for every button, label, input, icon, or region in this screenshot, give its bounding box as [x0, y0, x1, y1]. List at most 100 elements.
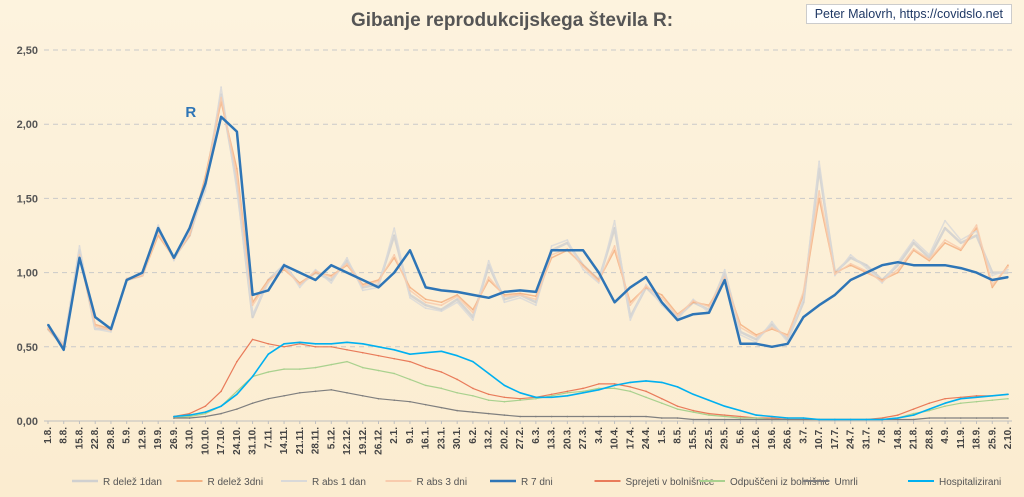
data-point-7: [472, 411, 474, 413]
data-point-6: [440, 387, 443, 390]
data-point-1: [236, 167, 238, 170]
data-point-7: [912, 418, 915, 421]
data-point-7: [487, 412, 490, 415]
x-tick-label: 23.1.: [436, 427, 447, 449]
data-point-4: [629, 286, 632, 289]
data-point-5: [771, 417, 773, 419]
data-point-8: [692, 393, 695, 396]
data-point-3: [330, 276, 333, 278]
series-line-5: [173, 338, 1009, 421]
data-point-6: [582, 390, 584, 393]
data-point-2: [424, 307, 427, 310]
chart-title: Gibanje reprodukcijskega števila R:: [350, 10, 674, 31]
data-point-7: [361, 394, 364, 397]
x-tick-label: 7.11.: [263, 427, 274, 449]
data-point-4: [818, 304, 820, 307]
data-point-6: [975, 400, 978, 403]
data-point-8: [849, 418, 852, 421]
data-point-2: [236, 190, 238, 192]
data-point-3: [314, 270, 317, 272]
data-point-6: [393, 372, 396, 375]
data-point-4: [346, 271, 348, 274]
x-tick-label: 16.1.: [421, 427, 432, 449]
data-point-4: [912, 264, 915, 266]
data-point-2: [1007, 268, 1009, 271]
data-point-7: [393, 399, 396, 402]
x-tick-label: 21.11.: [295, 427, 306, 454]
data-point-4: [188, 227, 191, 229]
data-point-4: [881, 264, 883, 266]
data-point-8: [472, 360, 474, 363]
x-tick-label: 27.3.: [578, 427, 589, 449]
data-point-1: [1007, 264, 1009, 266]
data-point-7: [299, 392, 301, 394]
data-point-3: [220, 96, 222, 99]
data-point-8: [267, 353, 270, 356]
data-point-8: [236, 393, 238, 396]
data-point-5: [519, 397, 521, 400]
data-point-5: [503, 396, 506, 399]
data-point-1: [991, 286, 994, 289]
x-tick-label: 31.7.: [861, 427, 872, 449]
r-annotation: R: [185, 104, 196, 121]
x-tick-label: 14.11.: [279, 427, 290, 454]
data-point-5: [299, 343, 301, 345]
data-point-2: [220, 86, 222, 88]
data-point-7: [1007, 417, 1009, 419]
data-point-6: [692, 411, 695, 413]
x-tick-label: 14.8.: [893, 427, 904, 449]
data-point-2: [849, 253, 852, 256]
data-point-8: [676, 386, 679, 388]
data-point-2: [503, 301, 506, 304]
data-point-8: [204, 411, 207, 413]
data-point-7: [629, 415, 632, 418]
data-point-2: [645, 283, 647, 286]
data-point-4: [550, 249, 553, 252]
data-point-8: [582, 392, 584, 394]
data-point-6: [723, 415, 726, 418]
data-point-2: [739, 334, 742, 336]
data-point-6: [708, 414, 710, 416]
data-point-4: [251, 294, 254, 296]
data-point-0: [456, 298, 458, 301]
data-point-3: [771, 326, 773, 329]
data-point-3: [944, 239, 946, 241]
x-tick-label: 17.7.: [830, 427, 841, 449]
data-point-3: [361, 285, 364, 287]
x-tick-label: 12.12.: [342, 427, 353, 455]
data-point-8: [629, 381, 632, 384]
data-point-7: [613, 415, 616, 418]
legend-label: R abs 1 dan: [312, 477, 366, 488]
data-point-4: [708, 311, 710, 314]
data-point-2: [456, 301, 458, 304]
data-point-5: [566, 390, 569, 393]
data-point-2: [566, 239, 569, 241]
data-point-7: [173, 417, 175, 419]
data-point-2: [346, 256, 348, 259]
data-point-3: [660, 297, 663, 299]
data-point-5: [267, 343, 270, 345]
x-tick-label: 5.6.: [735, 427, 746, 444]
data-point-8: [834, 418, 836, 421]
x-tick-label: 31.10.: [248, 427, 259, 455]
data-point-2: [598, 282, 600, 284]
data-point-4: [566, 249, 569, 252]
data-point-5: [959, 396, 962, 399]
data-point-6: [944, 405, 946, 407]
data-point-3: [676, 314, 679, 317]
data-point-6: [1007, 397, 1009, 400]
data-point-5: [409, 360, 411, 363]
x-tick-label: 9.1.: [405, 427, 416, 444]
data-point-8: [959, 397, 962, 400]
data-point-5: [739, 415, 742, 418]
data-point-3: [598, 280, 600, 283]
data-point-4: [236, 130, 238, 133]
legend-label: Odpuščeni iz bolnišnic: [730, 477, 830, 488]
data-point-5: [424, 366, 427, 369]
data-point-0: [566, 242, 569, 244]
data-point-6: [236, 390, 238, 393]
data-point-5: [204, 405, 207, 407]
x-tick-label: 17.4.: [625, 427, 636, 449]
series-line-2: [47, 86, 1009, 345]
x-tick-label: 19.12.: [358, 427, 369, 455]
